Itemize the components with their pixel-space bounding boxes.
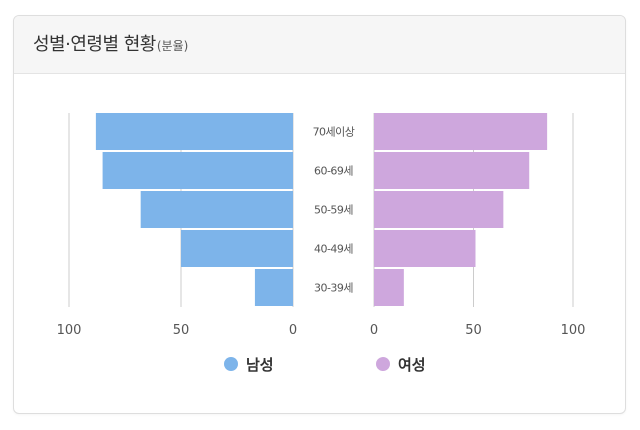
legend-male-swatch [224,357,238,371]
female-bar-3 [374,230,476,267]
category-label-1: 60-69세 [314,165,353,178]
legend-item-female[interactable]: 여성 [376,351,426,377]
female-tick-label-50: 50 [465,323,482,338]
male-bar-1 [102,152,293,189]
female-tick-label-0: 0 [370,323,378,338]
female-tick-label-100: 100 [561,323,586,338]
female-bar-4 [374,269,404,306]
category-label-3: 40-49세 [314,243,353,256]
chart-title: 성별·연령별 현황 [33,34,156,55]
male-bar-0 [95,113,293,150]
legend-item-male[interactable]: 남성 [224,351,274,377]
male-tick-label-100: 100 [57,323,82,338]
legend-female-swatch [376,357,390,371]
chart-card: 성별·연령별 현황(분율) 70세이상 60-69세 50-59세 40-49세 30-… [13,15,626,414]
category-label-2: 50-59세 [314,204,353,217]
legend-male-label: 남성 [246,355,274,374]
category-label-0: 70세이상 [313,126,355,139]
female-bar-1 [374,152,530,189]
population-pyramid-chart: 70세이상 60-69세 50-59세 40-49세 30-39세 0 0 50 50 100 10… [57,113,586,338]
category-label-4: 30-39세 [314,282,353,295]
male-bar-3 [181,230,293,267]
female-bar-2 [374,191,504,228]
male-bar-2 [140,191,293,228]
chart-legend: 남성 여성 [14,351,625,377]
male-bar-4 [254,269,293,306]
female-bar-0 [374,113,548,150]
male-tick-label-50: 50 [173,323,190,338]
card-header: 성별·연령별 현황(분율) [14,16,625,74]
chart-title-unit: (분율) [156,39,189,53]
male-tick-label-0: 0 [289,323,297,338]
legend-female-label: 여성 [398,355,426,374]
